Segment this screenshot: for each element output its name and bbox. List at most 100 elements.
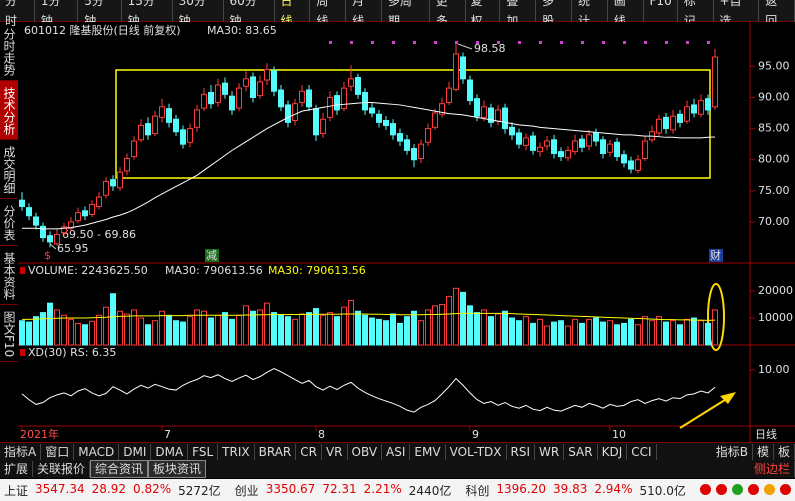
y-tick-label: 20000 bbox=[758, 284, 793, 297]
indicator-tab[interactable]: 板 bbox=[774, 443, 795, 460]
candle-body bbox=[299, 90, 305, 103]
indicator-tab[interactable]: ASI bbox=[382, 443, 411, 460]
y-tick-label: 10.00 bbox=[758, 363, 790, 376]
volume-bar bbox=[201, 310, 207, 346]
candle-body bbox=[96, 196, 102, 207]
index-quote[interactable]: 科创 1396.20 39.83 2.94% 510.0亿 bbox=[465, 482, 685, 499]
candle-body bbox=[614, 141, 620, 158]
highlight-arrow bbox=[679, 397, 729, 429]
indicator-tab[interactable]: 指标B bbox=[712, 443, 753, 460]
period-tab[interactable]: 分时 bbox=[0, 0, 35, 31]
volume-bar bbox=[124, 313, 130, 346]
indicator-tab[interactable]: 模 bbox=[753, 443, 774, 460]
side-tab[interactable]: 成交明细 bbox=[0, 140, 18, 199]
volume-bar bbox=[425, 309, 431, 346]
volume-bar bbox=[628, 318, 634, 346]
volume-bar bbox=[446, 295, 452, 346]
candle-body bbox=[89, 204, 95, 216]
indicator-tab[interactable]: 指标A bbox=[0, 443, 42, 460]
volume-bar bbox=[236, 314, 242, 346]
candle-body bbox=[712, 56, 718, 108]
volume-bar bbox=[642, 316, 648, 346]
extension-tab[interactable]: 关联报价 bbox=[33, 461, 91, 477]
indicator-tab[interactable]: KDJ bbox=[598, 443, 628, 460]
index-value: 2.21% bbox=[363, 481, 402, 496]
side-tab[interactable]: 分时走势 bbox=[0, 22, 18, 81]
volume-bar bbox=[369, 317, 375, 346]
volume-bar bbox=[593, 317, 599, 346]
candle-body bbox=[656, 118, 662, 134]
side-tab[interactable]: 基本资料 bbox=[0, 246, 18, 305]
index-quote[interactable]: 创业 3350.67 72.31 2.21% 2440亿 bbox=[235, 482, 452, 499]
side-tab[interactable]: 分价表 bbox=[0, 199, 18, 246]
extension-tab[interactable]: 板块资讯 bbox=[148, 460, 207, 478]
indicator-tab[interactable]: RSI bbox=[507, 443, 536, 460]
index-name: 科创 bbox=[465, 483, 490, 498]
volume-bar bbox=[355, 310, 361, 346]
candle-body bbox=[201, 93, 207, 109]
volume-bar bbox=[635, 324, 641, 346]
volume-bar bbox=[551, 321, 557, 346]
index-value: 2.94% bbox=[594, 481, 633, 496]
candle-body bbox=[257, 81, 263, 97]
candle-body bbox=[61, 226, 67, 234]
info-dot bbox=[329, 41, 332, 44]
volume-bar bbox=[243, 305, 249, 346]
indicator-tab[interactable]: CCI bbox=[627, 443, 657, 460]
indicator-tab[interactable]: BRAR bbox=[255, 443, 297, 460]
candle-body bbox=[418, 143, 424, 159]
indicator-tab[interactable]: EMV bbox=[410, 443, 446, 460]
volume-bar bbox=[271, 312, 277, 346]
candle-body bbox=[621, 154, 627, 164]
candle-body bbox=[684, 106, 690, 122]
candle-body bbox=[229, 95, 235, 111]
candle-body bbox=[75, 212, 81, 222]
indicator-tab[interactable]: FSL bbox=[188, 443, 219, 460]
index-quote[interactable]: 上证 3547.34 28.92 0.82% 5272亿 bbox=[4, 482, 221, 499]
highlight-ellipse bbox=[707, 283, 725, 351]
side-tab[interactable]: 技术分析 bbox=[0, 81, 18, 140]
range-label: 69.50 - 69.86 bbox=[62, 228, 136, 241]
extension-tab[interactable]: 扩展 bbox=[0, 461, 34, 477]
candle-body bbox=[285, 104, 291, 123]
extension-tab[interactable]: 综合资讯 bbox=[90, 460, 149, 478]
volume-bar bbox=[705, 322, 711, 346]
volume-bar bbox=[614, 324, 620, 346]
event-marker[interactable]: 减 bbox=[206, 249, 217, 262]
info-dot bbox=[581, 41, 584, 44]
index-value: 28.92 bbox=[91, 481, 126, 496]
info-dot bbox=[560, 41, 563, 44]
indicator-tab[interactable]: OBV bbox=[348, 443, 383, 460]
status-icon bbox=[764, 484, 775, 495]
info-dot bbox=[476, 41, 479, 44]
x-tick-label: 10 bbox=[612, 428, 626, 441]
side-tab[interactable]: 图文F10 bbox=[0, 305, 18, 363]
sidebar-button[interactable]: 侧边栏 bbox=[750, 461, 795, 477]
indicator-tab[interactable]: DMA bbox=[151, 443, 189, 460]
indicator-tab[interactable]: TRIX bbox=[218, 443, 255, 460]
indicator-tab[interactable]: DMI bbox=[119, 443, 152, 460]
indicator-tab[interactable]: 窗口 bbox=[41, 443, 75, 460]
volume-bar bbox=[488, 316, 494, 346]
indicator-tab[interactable]: CR bbox=[296, 443, 322, 460]
side-tabs: 分时走势 技术分析 成交明细 分价表 基本资料 图文F10 bbox=[0, 22, 18, 363]
volume-bar bbox=[166, 314, 172, 346]
candle-body bbox=[264, 68, 270, 81]
indicator-tab[interactable]: MACD bbox=[74, 443, 120, 460]
volume-bar bbox=[677, 324, 683, 346]
candle-body bbox=[551, 139, 557, 154]
event-marker[interactable]: 财 bbox=[710, 248, 721, 262]
period-box bbox=[751, 427, 795, 442]
indicator-tab[interactable]: VOL-TDX bbox=[446, 443, 507, 460]
info-dot bbox=[707, 41, 710, 44]
tool-tab[interactable]: F10 bbox=[645, 0, 678, 31]
indicator-tab[interactable]: WR bbox=[535, 443, 565, 460]
event-marker[interactable]: $ bbox=[44, 249, 51, 262]
indicator-tab[interactable]: SAR bbox=[564, 443, 598, 460]
index-name: 上证 bbox=[4, 483, 29, 498]
info-dot bbox=[518, 41, 521, 44]
volume-bar bbox=[187, 316, 193, 346]
indicator-tab[interactable]: VR bbox=[322, 443, 348, 460]
volume-bar bbox=[173, 320, 179, 346]
volume-bar bbox=[460, 291, 466, 346]
